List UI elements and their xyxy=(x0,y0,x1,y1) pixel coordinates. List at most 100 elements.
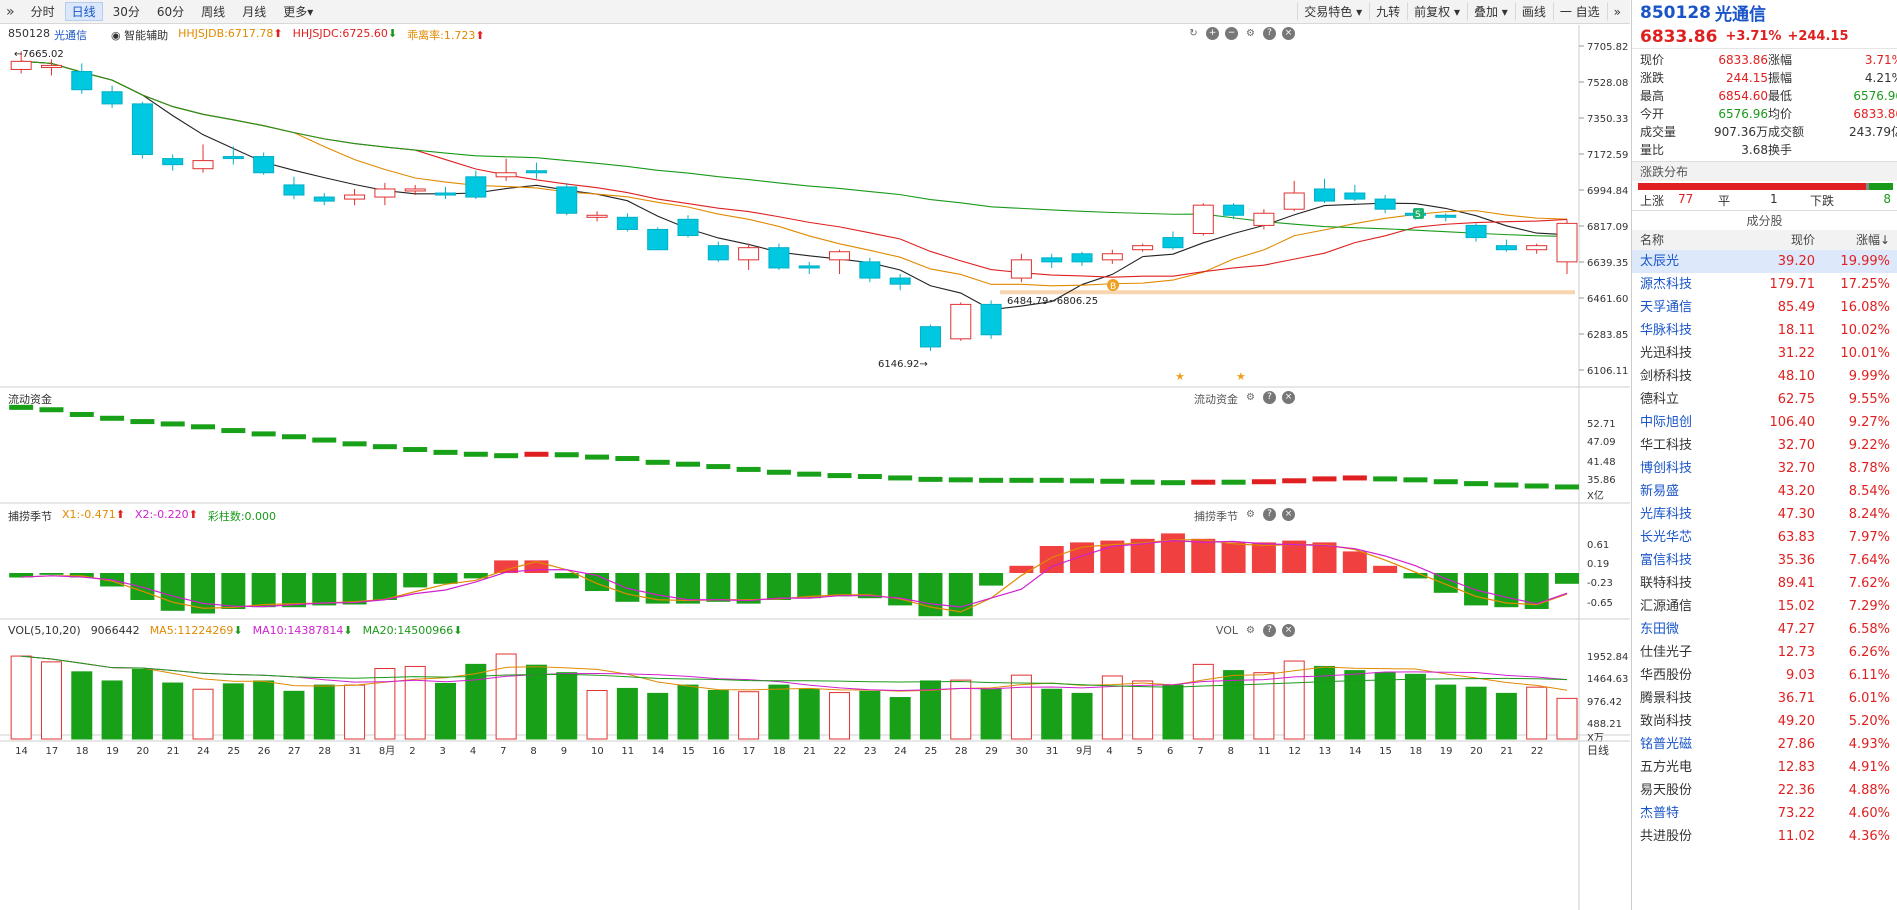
cons-name: 华脉科技 xyxy=(1640,323,1693,338)
help-icon[interactable]: ? xyxy=(1263,508,1276,521)
flow-mark xyxy=(100,415,125,421)
cons-row[interactable]: 杰普特 73.22 4.60% xyxy=(1632,802,1897,825)
quote-cell-3-2: 均价 xyxy=(1768,107,1793,121)
cons-row[interactable]: 华西股份 9.03 6.11% xyxy=(1632,664,1897,687)
close-icon[interactable]: × xyxy=(1282,27,1295,40)
help-icon[interactable]: ? xyxy=(1263,27,1276,40)
candle-body xyxy=(344,194,366,200)
cons-row[interactable]: 源杰科技 179.71 17.25% xyxy=(1632,273,1897,296)
toolbar-button-1[interactable]: 九转 xyxy=(1369,2,1407,21)
cons-row[interactable]: 汇源通信 15.02 7.29% xyxy=(1632,595,1897,618)
candle-body xyxy=(495,172,517,178)
date-tick-label: 14 xyxy=(1349,746,1362,757)
cons-price: 32.70 xyxy=(1777,461,1815,476)
candle-body xyxy=(768,247,790,269)
gear-icon[interactable]: ⚙ xyxy=(1246,392,1255,403)
gear-icon[interactable]: ⚙ xyxy=(1246,625,1255,636)
gear-icon[interactable]: ⚙ xyxy=(1246,28,1255,39)
cons-row[interactable]: 光库科技 47.30 8.24% xyxy=(1632,503,1897,526)
period-tab-3[interactable]: 60分 xyxy=(156,5,185,19)
cons-row[interactable]: 天孚通信 85.49 16.08% xyxy=(1632,296,1897,319)
cons-row[interactable]: 德科立 62.75 9.55% xyxy=(1632,388,1897,411)
period-tab-4[interactable]: 周线 xyxy=(201,5,226,19)
season-bar xyxy=(857,573,882,599)
quote-cell-5-1: 3.68 xyxy=(1741,143,1768,157)
season-title: 捕捞季节 xyxy=(8,510,52,523)
panel-name: 光通信 xyxy=(1714,5,1766,25)
chart-area[interactable]: 7705.82 7528.08 7350.33 7172.59 6994.84 6817.… xyxy=(0,25,1630,910)
toolbar-button-2[interactable]: 前复权 ▾ xyxy=(1407,2,1467,21)
refresh-icon[interactable]: ↻ xyxy=(1189,28,1198,39)
cons-change: 9.22% xyxy=(1848,438,1890,453)
flow-mark xyxy=(615,456,640,462)
candle-body xyxy=(1435,214,1457,218)
zoom-out-icon[interactable]: − xyxy=(1225,27,1238,40)
toolbar-button-5[interactable]: 一 自选 xyxy=(1552,2,1607,21)
cons-row[interactable]: 中际旭创 106.40 9.27% xyxy=(1632,411,1897,434)
date-tick-label: 24 xyxy=(197,746,210,757)
quote-cell-3-1: 6576.96 xyxy=(1718,107,1768,121)
flow-mark xyxy=(1039,477,1064,483)
season-bar xyxy=(463,573,488,579)
support-band xyxy=(1000,290,1575,295)
cons-row[interactable]: 致尚科技 49.20 5.20% xyxy=(1632,710,1897,733)
cons-row[interactable]: 博创科技 32.70 8.78% xyxy=(1632,457,1897,480)
period-tab-0[interactable]: 分时 xyxy=(30,5,55,19)
vol-bar xyxy=(647,692,669,740)
gear-icon[interactable]: ⚙ xyxy=(1246,509,1255,520)
cons-row[interactable]: 五方光电 12.83 4.91% xyxy=(1632,756,1897,779)
cons-row[interactable]: 腾景科技 36.71 6.01% xyxy=(1632,687,1897,710)
cons-header-1[interactable]: 现价 xyxy=(1790,233,1815,247)
help-icon[interactable]: ? xyxy=(1263,391,1276,404)
candle-body xyxy=(313,196,335,202)
toolbar-button-0[interactable]: 交易特色 ▾ xyxy=(1297,2,1369,21)
cons-name: 腾景科技 xyxy=(1640,691,1693,706)
cons-row[interactable]: 富信科技 35.36 7.64% xyxy=(1632,549,1897,572)
date-tick-label: 20 xyxy=(136,746,149,757)
cons-row[interactable]: 华工科技 32.70 9.22% xyxy=(1632,434,1897,457)
cons-change: 8.54% xyxy=(1848,484,1890,499)
cons-change: 6.26% xyxy=(1848,645,1890,660)
period-tab-6[interactable]: 更多▾ xyxy=(283,5,314,19)
period-tab-1[interactable]: 日线 xyxy=(64,2,103,21)
quote-cell-1-3: 4.21% xyxy=(1864,71,1897,85)
cons-row[interactable]: 东田微 47.27 6.58% xyxy=(1632,618,1897,641)
toolbar-button-4[interactable]: 画线 xyxy=(1514,2,1553,21)
cons-row[interactable]: 易天股份 22.36 4.88% xyxy=(1632,779,1897,802)
season-bar xyxy=(9,573,34,578)
date-tick-label: 11 xyxy=(1258,746,1271,757)
help-icon[interactable]: ? xyxy=(1263,624,1276,637)
cons-header-2[interactable]: 涨幅↓ xyxy=(1855,233,1890,247)
smart-assist-toggle[interactable]: ◉ 智能辅助 xyxy=(111,29,169,42)
period-tab-2[interactable]: 30分 xyxy=(112,5,140,19)
close-icon[interactable]: × xyxy=(1282,391,1295,404)
kline-chart-svg[interactable]: 7705.82 7528.08 7350.33 7172.59 6994.84 6817.… xyxy=(0,25,1630,910)
period-tab-5[interactable]: 月线 xyxy=(242,5,267,19)
vol-bar xyxy=(1556,697,1578,740)
cons-row[interactable]: 铭普光磁 27.86 4.93% xyxy=(1632,733,1897,756)
candle-body xyxy=(1162,237,1184,249)
cons-row[interactable]: 光迅科技 31.22 10.01% xyxy=(1632,342,1897,365)
cons-row[interactable]: 太辰光 39.20 19.99% xyxy=(1632,250,1897,273)
close-icon[interactable]: × xyxy=(1282,508,1295,521)
cons-row[interactable]: 共进股份 11.02 4.36% xyxy=(1632,825,1897,848)
cons-row[interactable]: 华脉科技 18.11 10.02% xyxy=(1632,319,1897,342)
date-tick-label: 21 xyxy=(803,746,816,757)
cons-row[interactable]: 联特科技 89.41 7.62% xyxy=(1632,572,1897,595)
season-bar xyxy=(979,573,1004,586)
toolbar-button-3[interactable]: 叠加 ▾ xyxy=(1466,2,1515,21)
close-icon[interactable]: × xyxy=(1282,624,1295,637)
collapse-panel-icon[interactable]: » xyxy=(1606,2,1628,21)
cons-header-0[interactable]: 名称 xyxy=(1640,233,1665,247)
flow-mark xyxy=(251,431,276,437)
cons-row[interactable]: 新易盛 43.20 8.54% xyxy=(1632,480,1897,503)
cons-row[interactable]: 仕佳光子 12.73 6.26% xyxy=(1632,641,1897,664)
candle-body xyxy=(435,192,457,196)
cons-row[interactable]: 剑桥科技 48.10 9.99% xyxy=(1632,365,1897,388)
vol-bar xyxy=(768,684,790,740)
cons-row[interactable]: 长光华芯 63.83 7.97% xyxy=(1632,526,1897,549)
cons-change: 4.36% xyxy=(1848,829,1890,844)
zoom-in-icon[interactable]: + xyxy=(1206,27,1219,40)
season-bar xyxy=(1039,546,1064,573)
double-chevron-right-icon[interactable]: » xyxy=(6,3,15,20)
